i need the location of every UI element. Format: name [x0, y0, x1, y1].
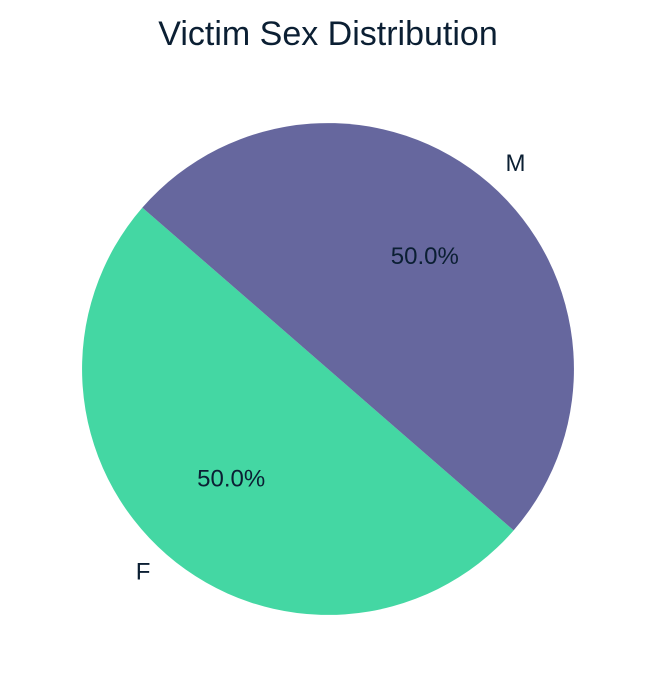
- pie-slice-f: [82, 207, 514, 615]
- pie-slices: [82, 123, 574, 615]
- slice-percent-f: 50.0%: [197, 466, 265, 493]
- slice-label-f: F: [136, 559, 151, 586]
- chart-title: Victim Sex Distribution: [158, 15, 498, 53]
- pie-labels: F 50.0% M 50.0%: [136, 150, 526, 585]
- pie-slice-m: [142, 123, 574, 531]
- slice-percent-m: 50.0%: [391, 243, 459, 270]
- slice-label-m: M: [506, 150, 526, 177]
